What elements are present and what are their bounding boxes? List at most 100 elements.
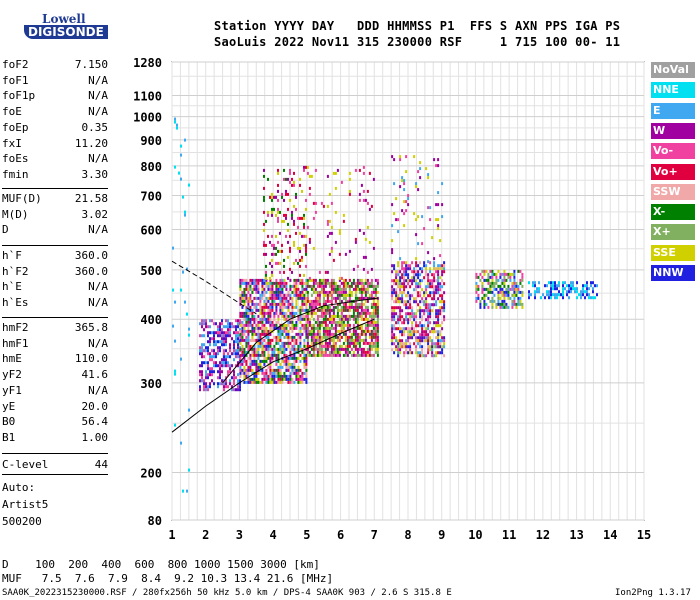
echo-point	[229, 382, 231, 386]
param-row-hmF2: hmF2 365.8	[2, 320, 108, 335]
echo-point	[273, 296, 276, 300]
echo-point	[485, 287, 488, 291]
echo-point	[322, 278, 325, 282]
echo-point	[255, 371, 258, 375]
echo-point	[293, 278, 296, 282]
echo-point	[330, 308, 333, 312]
echo-point	[295, 305, 298, 309]
echo-point	[314, 296, 317, 300]
echo-point	[483, 305, 486, 309]
echo-point	[207, 346, 209, 350]
echo-point	[362, 198, 365, 202]
param-key: fmin	[2, 167, 29, 181]
echo-point	[419, 354, 422, 358]
echo-point	[415, 270, 418, 274]
echo-point	[338, 335, 341, 339]
echo-point	[265, 374, 268, 378]
echo-point	[475, 281, 478, 285]
echo-point	[407, 194, 410, 198]
echo-point	[271, 192, 273, 196]
echo-point	[352, 278, 355, 282]
echo-point	[245, 293, 248, 297]
echo-point	[397, 306, 400, 310]
echo-point	[253, 374, 256, 378]
echo-point	[316, 332, 319, 336]
echo-point	[283, 314, 286, 318]
echo-point	[310, 311, 313, 315]
echo-point	[255, 290, 258, 294]
echo-point	[318, 338, 321, 342]
echo-point	[269, 261, 271, 265]
echo-point	[273, 344, 276, 348]
echo-point	[247, 326, 250, 330]
echo-point	[295, 278, 298, 282]
echo-point	[342, 213, 345, 217]
echo-point	[324, 350, 327, 354]
echo-point	[328, 293, 331, 297]
echo-point	[312, 347, 315, 351]
echo-point	[312, 201, 315, 205]
echo-point	[293, 180, 295, 184]
echo-point	[364, 296, 367, 300]
echo-point	[310, 323, 313, 327]
echo-point	[340, 326, 343, 330]
echo-point	[231, 376, 233, 380]
echo-point	[318, 314, 321, 318]
echo-point	[249, 311, 252, 315]
echo-point	[231, 352, 233, 356]
echo-point	[431, 291, 434, 295]
echo-point	[269, 338, 272, 342]
echo-point	[299, 344, 302, 348]
echo-point	[487, 275, 490, 279]
echo-point	[283, 278, 286, 282]
echo-point	[395, 345, 398, 349]
echo-point	[431, 330, 434, 334]
echo-point	[297, 293, 300, 297]
echo-point	[521, 275, 524, 279]
echo-point	[433, 267, 436, 271]
echo-point	[350, 332, 353, 336]
echo-point	[267, 234, 269, 238]
echo-point	[425, 267, 428, 271]
echo-point	[395, 339, 398, 343]
echo-point	[301, 299, 304, 303]
echo-point	[401, 176, 404, 180]
echo-point	[374, 320, 377, 324]
echo-point	[295, 195, 297, 199]
echo-point	[251, 323, 254, 327]
echo-point	[322, 326, 325, 330]
echo-point	[395, 336, 398, 340]
echo-point	[495, 287, 498, 291]
echo-point	[277, 281, 280, 285]
echo-point	[366, 317, 369, 321]
echo-point	[346, 347, 349, 351]
echo-point	[269, 293, 272, 297]
param-value: 41.6	[81, 368, 109, 382]
echo-point	[328, 290, 331, 294]
echo-point	[342, 293, 345, 297]
echo-point	[376, 338, 379, 342]
echo-point	[503, 269, 506, 273]
echo-point	[497, 284, 500, 288]
echo-point	[312, 216, 315, 220]
echo-point	[399, 158, 402, 162]
echo-point	[257, 338, 260, 342]
echo-point	[443, 336, 446, 340]
echo-point	[223, 334, 225, 338]
echo-point	[277, 293, 280, 297]
echo-point	[552, 281, 554, 285]
echo-point	[485, 278, 488, 282]
echo-point	[427, 279, 430, 283]
echo-point	[348, 278, 351, 282]
echo-point	[201, 352, 203, 356]
echo-point	[279, 338, 282, 342]
echo-point	[328, 308, 331, 312]
echo-point	[409, 351, 412, 355]
echo-point	[267, 177, 269, 181]
echo-point	[441, 300, 444, 304]
echo-point	[267, 341, 270, 345]
echo-point	[338, 332, 341, 336]
echo-point	[342, 323, 345, 327]
echo-point	[393, 315, 396, 319]
echo-point	[340, 299, 343, 303]
